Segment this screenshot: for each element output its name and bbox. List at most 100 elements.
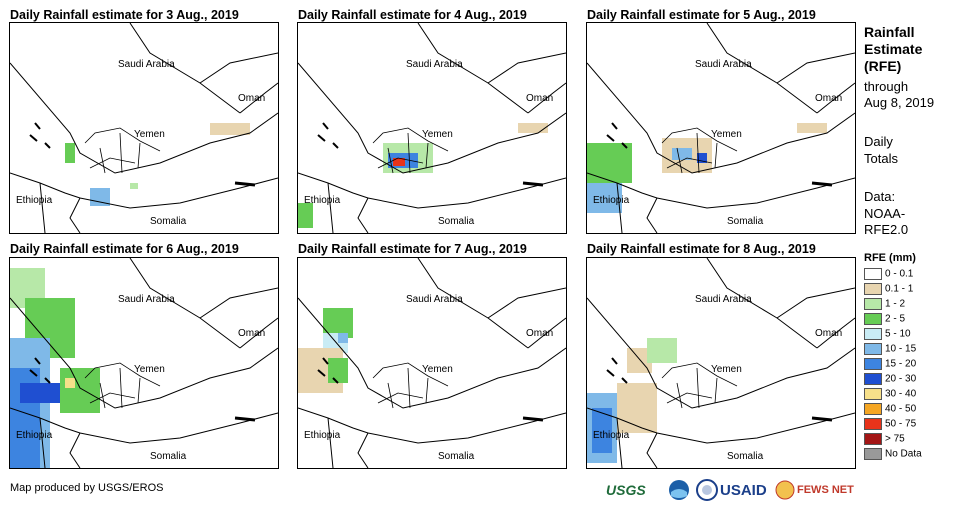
side-through: through [864, 79, 909, 94]
legend-item: 40 - 50 [864, 403, 916, 415]
legend-label: 0.1 - 1 [885, 283, 914, 295]
legend-item: > 75 [864, 433, 905, 445]
rainfall-map: Saudi Arabia Oman Yemen Ethiopia Somalia [10, 23, 278, 233]
fewsnet-logo-text: FEWS NET [797, 484, 854, 496]
label-saudi-arabia: Saudi Arabia [406, 294, 463, 305]
legend-swatch [864, 358, 882, 370]
legend-label: 2 - 5 [885, 313, 906, 325]
legend-label: 40 - 50 [885, 403, 917, 415]
legend-item: 5 - 10 [864, 328, 911, 340]
usaid-seal-icon [696, 479, 718, 501]
legend-label: 0 - 0.1 [885, 268, 914, 280]
legend-swatch [864, 373, 882, 385]
label-oman: Oman [526, 328, 553, 339]
legend-swatch [864, 268, 882, 280]
side-daily: Daily [864, 134, 893, 149]
legend-label: > 75 [885, 433, 905, 445]
rainfall-map: Saudi Arabia Oman Yemen Ethiopia Somalia [298, 258, 566, 468]
legend-swatch [864, 298, 882, 310]
legend-item: No Data [864, 448, 922, 460]
legend-label: No Data [885, 448, 922, 460]
legend-item: 50 - 75 [864, 418, 916, 430]
legend-item: 2 - 5 [864, 313, 905, 325]
label-yemen: Yemen [422, 364, 453, 375]
side-data-label: Data: [864, 189, 896, 204]
label-somalia: Somalia [727, 216, 764, 227]
usaid-seal [696, 478, 718, 502]
map-panel-aug7: Saudi Arabia Oman Yemen Ethiopia Somalia [297, 257, 567, 469]
legend-swatch [864, 448, 882, 460]
legend-swatch [864, 418, 882, 430]
map-panel-aug8: Saudi Arabia Oman Yemen Ethiopia Somalia [586, 257, 856, 469]
map-panel-aug5: Saudi Arabia Oman Yemen Ethiopia Somalia [586, 22, 856, 234]
label-yemen: Yemen [134, 364, 165, 375]
panel-title-aug5: Daily Rainfall estimate for 5 Aug., 2019 [587, 8, 816, 22]
panel-title-aug3: Daily Rainfall estimate for 3 Aug., 2019 [10, 8, 239, 22]
label-somalia: Somalia [150, 216, 187, 227]
label-yemen: Yemen [711, 364, 742, 375]
side-noaa: NOAA- [864, 206, 906, 221]
label-oman: Oman [238, 328, 265, 339]
legend-swatch [864, 328, 882, 340]
panel-title-aug7: Daily Rainfall estimate for 7 Aug., 2019 [298, 242, 527, 256]
side-totals: Totals [864, 151, 898, 166]
legend-label: 20 - 30 [885, 373, 917, 385]
rainfall-map: Saudi Arabia Oman Yemen Ethiopia Somalia [10, 258, 278, 468]
label-somalia: Somalia [438, 216, 475, 227]
label-saudi-arabia: Saudi Arabia [406, 59, 463, 70]
legend-swatch [864, 403, 882, 415]
legend-label: 15 - 20 [885, 358, 917, 370]
label-yemen: Yemen [422, 129, 453, 140]
label-somalia: Somalia [150, 451, 187, 462]
map-panel-aug6: Saudi Arabia Oman Yemen Ethiopia Somalia [9, 257, 279, 469]
legend-swatch [864, 343, 882, 355]
usaid-logo: USAID [720, 478, 767, 502]
map-panel-aug3: Saudi Arabia Oman Yemen Ethiopia Somalia [9, 22, 279, 234]
usgs-logo: USGS [606, 478, 646, 502]
usgs-logo-text: USGS [606, 482, 646, 498]
noaa-logo [668, 478, 690, 502]
legend-label: 50 - 75 [885, 418, 917, 430]
panel-title-aug4: Daily Rainfall estimate for 4 Aug., 2019 [298, 8, 527, 22]
legend-item: 0 - 0.1 [864, 268, 913, 280]
usaid-logo-text: USAID [720, 481, 767, 499]
side-rfe: RFE2.0 [864, 222, 909, 237]
label-saudi-arabia: Saudi Arabia [118, 294, 175, 305]
legend-item: 30 - 40 [864, 388, 916, 400]
fewsnet-logo: FEWS NET [775, 478, 854, 502]
side-title-line2: Estimate [864, 41, 923, 57]
label-ethiopia: Ethiopia [304, 195, 341, 206]
rainfall-map: Saudi Arabia Oman Yemen Ethiopia Somalia [587, 258, 855, 468]
legend-label: 5 - 10 [885, 328, 911, 340]
legend-label: 1 - 2 [885, 298, 906, 310]
legend-item: 20 - 30 [864, 373, 916, 385]
legend-swatch [864, 433, 882, 445]
legend-swatch [864, 388, 882, 400]
legend-title: RFE (mm) [864, 252, 916, 264]
label-yemen: Yemen [711, 129, 742, 140]
panel-title-aug8: Daily Rainfall estimate for 8 Aug., 2019 [587, 242, 816, 256]
legend-item: 15 - 20 [864, 358, 916, 370]
label-ethiopia: Ethiopia [16, 430, 53, 441]
legend-item: 1 - 2 [864, 298, 905, 310]
legend-label: 10 - 15 [885, 343, 917, 355]
label-saudi-arabia: Saudi Arabia [695, 294, 752, 305]
side-title-line3: (RFE) [864, 58, 902, 74]
label-yemen: Yemen [134, 129, 165, 140]
map-panel-aug4: Saudi Arabia Oman Yemen Ethiopia Somalia [297, 22, 567, 234]
fewsnet-icon [775, 480, 795, 500]
credit-text: Map produced by USGS/EROS [10, 482, 164, 494]
label-saudi-arabia: Saudi Arabia [695, 59, 752, 70]
label-saudi-arabia: Saudi Arabia [118, 59, 175, 70]
legend-item: 10 - 15 [864, 343, 916, 355]
label-ethiopia: Ethiopia [16, 195, 53, 206]
label-somalia: Somalia [438, 451, 475, 462]
legend-item: 0.1 - 1 [864, 283, 913, 295]
label-ethiopia: Ethiopia [304, 430, 341, 441]
side-title-line1: Rainfall [864, 24, 915, 40]
label-oman: Oman [815, 93, 842, 104]
label-somalia: Somalia [727, 451, 764, 462]
panel-title-aug6: Daily Rainfall estimate for 6 Aug., 2019 [10, 242, 239, 256]
label-oman: Oman [238, 93, 265, 104]
rainfall-map: Saudi Arabia Oman Yemen Ethiopia Somalia [298, 23, 566, 233]
